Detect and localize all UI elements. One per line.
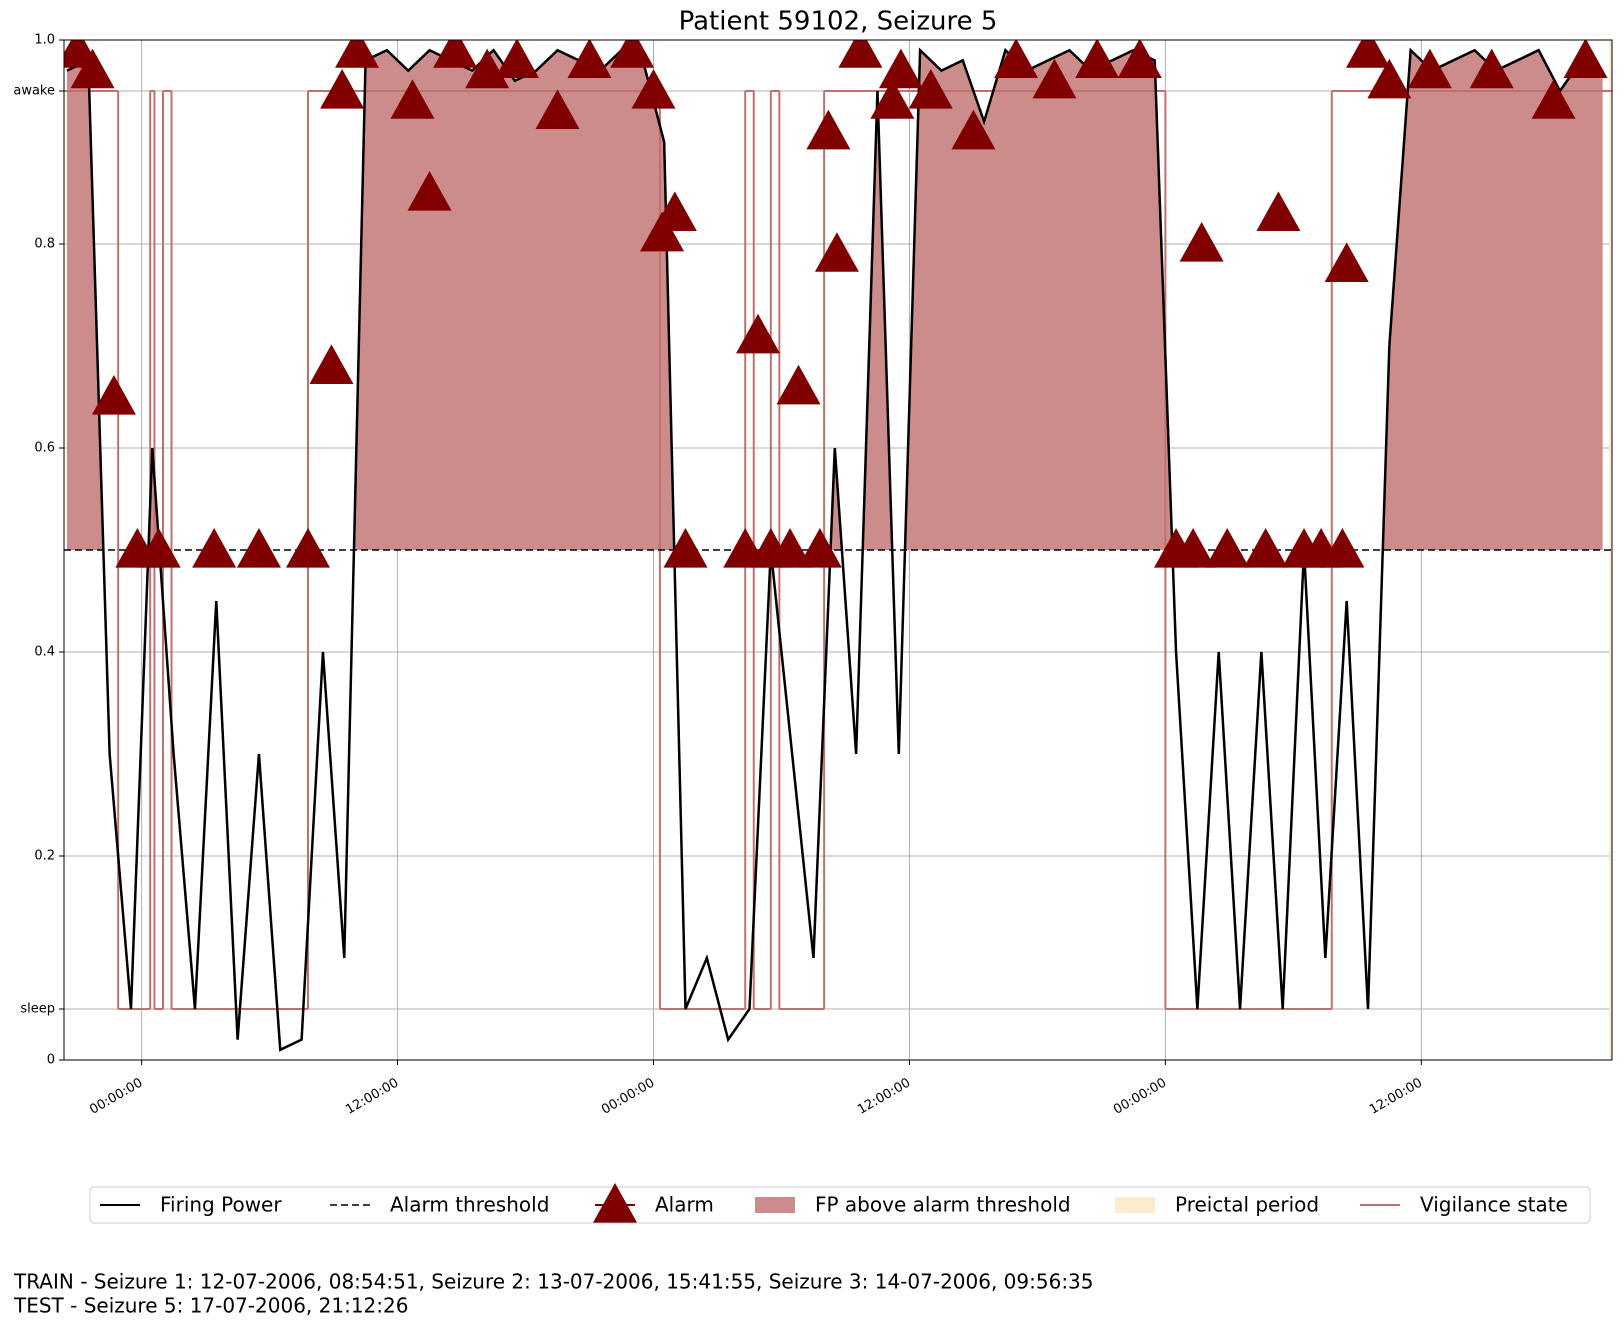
firing-power-line <box>66 47 1604 1052</box>
alarm-marker <box>335 40 380 68</box>
footer-line: TRAIN - Seizure 1: 12-07-2006, 08:54:51,… <box>13 1270 1094 1294</box>
alarm-marker <box>91 375 136 415</box>
alarm-marker <box>535 89 580 129</box>
y-tick-label: 1.0 <box>34 33 55 48</box>
alarm-marker <box>1205 528 1250 568</box>
y-tick-label: sleep <box>20 1002 55 1017</box>
x-tick-label: 00:00:00 <box>1111 1076 1169 1118</box>
y-tick-label: 0.8 <box>34 237 55 252</box>
alarm-marker <box>908 69 953 109</box>
x-tick-label: 12:00:00 <box>855 1076 913 1118</box>
alarm-marker <box>1563 40 1608 78</box>
fp-above-area <box>66 50 1603 550</box>
x-tick-label: 12:00:00 <box>1367 1076 1425 1118</box>
alarm-marker <box>495 40 540 78</box>
legend-label: Firing Power <box>160 1193 282 1217</box>
x-tick-label: 00:00:00 <box>599 1076 657 1118</box>
alarm-marker <box>870 79 915 119</box>
y-tick-label: awake <box>13 84 55 99</box>
alarm-marker <box>1075 40 1120 78</box>
plot-area <box>64 40 1612 1060</box>
legend-label: FP above alarm threshold <box>815 1193 1071 1217</box>
alarm-marker <box>1256 191 1301 231</box>
legend-swatch <box>1115 1197 1155 1213</box>
alarm-marker <box>878 48 923 89</box>
alarm-marker <box>433 40 478 68</box>
legend-label: Alarm <box>655 1193 714 1217</box>
alarm-marker <box>640 211 685 252</box>
footer-line: TEST - Seizure 5: 17-07-2006, 21:12:26 <box>13 1294 408 1318</box>
alarm-marker <box>1407 48 1452 89</box>
legend-label: Preictal period <box>1175 1193 1319 1217</box>
alarm-marker <box>285 528 330 568</box>
y-tick-label: 0.2 <box>34 849 55 864</box>
alarm-marker <box>1171 528 1216 568</box>
legend-label: Alarm threshold <box>390 1193 549 1217</box>
alarm-marker <box>1117 40 1162 78</box>
x-tick-label: 00:00:00 <box>87 1076 145 1118</box>
legend-box <box>89 1186 1591 1224</box>
legend-swatch <box>593 1183 637 1223</box>
alarm-marker <box>236 528 281 568</box>
alarm-marker <box>1531 79 1576 119</box>
alarm-marker <box>994 40 1039 78</box>
plot-frame <box>63 39 1613 1061</box>
alarm-marker <box>1469 48 1514 89</box>
legend-swatch <box>755 1197 795 1213</box>
alarm-marker <box>1179 222 1224 262</box>
alarm-marker <box>136 528 181 568</box>
y-tick-label: 0 <box>47 1053 55 1068</box>
alarm-marker <box>631 69 676 109</box>
alarm-marker <box>1320 528 1365 568</box>
alarm-marker <box>192 528 237 568</box>
alarm-marker <box>567 40 612 78</box>
alarm-marker <box>465 48 510 89</box>
alarm-marker <box>951 109 996 150</box>
alarm-marker <box>1032 58 1077 99</box>
alarm-marker <box>776 364 821 405</box>
alarm-marker <box>390 79 435 119</box>
alarm-marker <box>814 232 859 272</box>
x-tick-label: 12:00:00 <box>343 1076 401 1118</box>
alarm-marker <box>610 40 655 68</box>
alarm-marker <box>320 69 365 109</box>
alarm-marker <box>309 344 354 384</box>
alarm-marker <box>652 191 697 231</box>
alarm-marker <box>1324 242 1369 282</box>
alarm-marker <box>407 171 452 211</box>
alarm-marker <box>736 313 781 354</box>
alarm-marker <box>806 109 851 150</box>
legend-label: Vigilance state <box>1420 1193 1568 1217</box>
y-tick-label: 0.6 <box>34 441 55 456</box>
chart-title: Patient 59102, Seizure 5 <box>679 7 998 37</box>
alarm-marker <box>1346 40 1391 68</box>
alarm-marker <box>797 528 842 568</box>
alarm-marker <box>1243 528 1288 568</box>
y-tick-label: 0.4 <box>34 645 55 660</box>
alarm-marker <box>768 528 813 568</box>
alarm-marker <box>1367 58 1412 99</box>
alarm-marker <box>70 48 115 89</box>
alarm-marker <box>663 528 708 568</box>
alarm-marker <box>838 40 883 68</box>
